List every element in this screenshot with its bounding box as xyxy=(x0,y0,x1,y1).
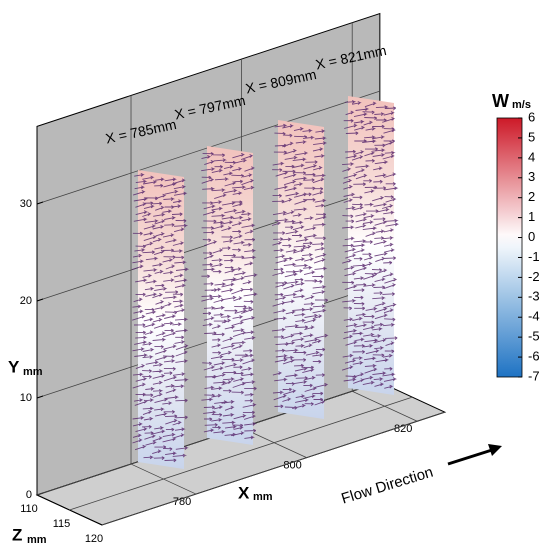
colorbar-tick-label: -1 xyxy=(528,249,540,264)
z-tick-label: 115 xyxy=(53,518,71,530)
vector-glyphs xyxy=(201,152,258,440)
colorbar-tick-label: -2 xyxy=(528,269,540,284)
y-axis-label: Y xyxy=(8,357,20,376)
colorbar-tick-label: 4 xyxy=(528,149,535,164)
x-tick-label: 780 xyxy=(173,496,191,508)
colorbar xyxy=(496,117,523,378)
colorbar-tick-label: 5 xyxy=(528,129,535,144)
colorbar-tick-label: -4 xyxy=(528,309,540,324)
colorbar-tick-label: -7 xyxy=(528,368,540,383)
colorbar-unit: m/s xyxy=(512,99,531,111)
y-tick xyxy=(36,201,44,205)
y-tick-label: 0 xyxy=(26,489,32,501)
y-axis-unit: mm xyxy=(23,366,43,378)
vector-glyphs xyxy=(131,172,190,463)
flow-arrow xyxy=(447,448,493,466)
y-tick-label: 20 xyxy=(20,295,32,307)
y-tick-label: 10 xyxy=(20,392,32,404)
y-tick xyxy=(36,395,44,399)
grid-line xyxy=(69,396,413,511)
z-tick-label: 110 xyxy=(20,503,38,515)
colorbar-title: W xyxy=(492,91,509,111)
colorbar-tick-label: 3 xyxy=(528,169,535,184)
vector-glyphs xyxy=(271,123,329,410)
x-tick-label: 820 xyxy=(394,423,412,435)
colorbar-tick-label: -3 xyxy=(528,289,540,304)
vector-glyphs xyxy=(341,100,400,389)
colorbar-tick-label: -6 xyxy=(528,349,540,364)
colorbar-tick-label: 2 xyxy=(528,189,535,204)
colorbar-tick-label: 1 xyxy=(528,209,535,224)
colorbar-tick-label: 0 xyxy=(528,229,535,244)
z-tick-label: 120 xyxy=(85,533,103,545)
x-tick-label: 800 xyxy=(283,460,301,472)
x-axis-unit: mm xyxy=(253,491,273,503)
colorbar-tick-label: 6 xyxy=(528,109,535,124)
y-tick xyxy=(36,298,44,302)
x-axis-label: X xyxy=(238,483,250,502)
grid-line xyxy=(101,411,445,526)
z-axis-unit: mm xyxy=(27,534,47,546)
measurement-plane xyxy=(348,96,394,395)
colorbar-tick-label: -5 xyxy=(528,329,540,344)
y-tick-label: 30 xyxy=(20,198,32,210)
z-axis-label: Z xyxy=(12,525,22,544)
flow-arrowhead xyxy=(488,444,502,456)
flow-annotation: Flow Direction xyxy=(339,464,435,508)
